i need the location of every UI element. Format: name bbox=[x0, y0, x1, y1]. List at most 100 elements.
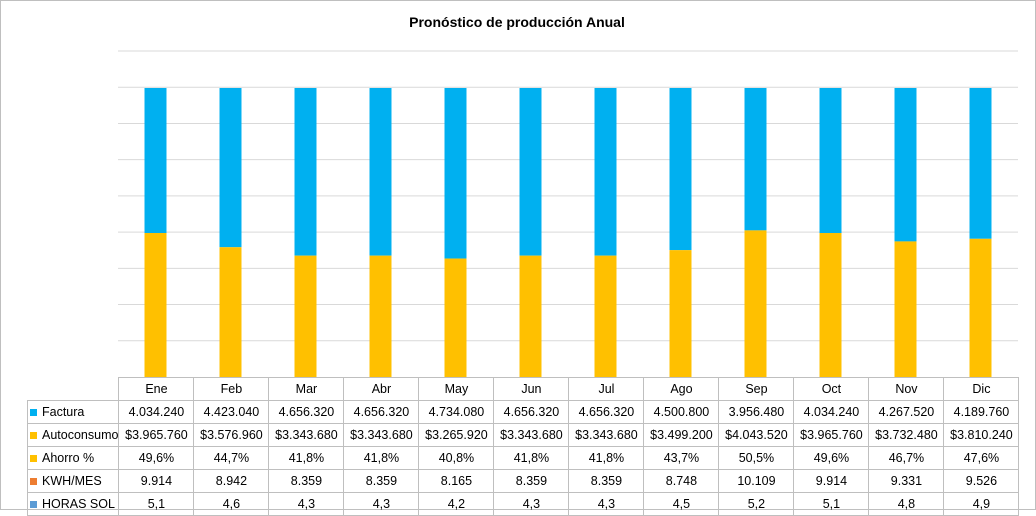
legend-entry: KWH/MES bbox=[26, 469, 120, 493]
data-label: $3.343.680 bbox=[493, 423, 570, 447]
data-label: 4,3 bbox=[493, 492, 570, 516]
bar-factura-jul bbox=[594, 88, 617, 256]
legend-entry: Factura bbox=[26, 400, 120, 424]
data-label: 47,6% bbox=[943, 446, 1020, 470]
category-label: Sep bbox=[718, 377, 795, 401]
category-label: Dic bbox=[943, 377, 1020, 401]
data-label: 4.034.240 bbox=[118, 400, 195, 424]
data-label: 4.189.760 bbox=[943, 400, 1020, 424]
data-label: 9.914 bbox=[793, 469, 870, 493]
data-label: 4.423.040 bbox=[193, 400, 270, 424]
table-row: HORAS SOL 5,1 4,6 4,3 4,3 4,2 4,3 4,3 4,5 5,2 5,1 4… bbox=[26, 492, 1020, 516]
bar-factura-feb bbox=[219, 88, 242, 248]
data-label: 8.165 bbox=[418, 469, 495, 493]
bar-autoconsumo-ene bbox=[144, 233, 167, 377]
bar-factura-sep bbox=[744, 88, 767, 231]
data-label: 10.109 bbox=[718, 469, 795, 493]
category-label: Ago bbox=[643, 377, 720, 401]
bar-autoconsumo-ago bbox=[669, 250, 692, 377]
data-label: 5,1 bbox=[118, 492, 195, 516]
data-label: $3.965.760 bbox=[793, 423, 870, 447]
data-label: 4.656.320 bbox=[568, 400, 645, 424]
data-label: 9.526 bbox=[943, 469, 1020, 493]
legend-swatch bbox=[30, 455, 37, 463]
data-label: 8.942 bbox=[193, 469, 270, 493]
data-label: 4,9 bbox=[943, 492, 1020, 516]
data-label: 5,2 bbox=[718, 492, 795, 516]
bar-factura-jun bbox=[519, 88, 542, 256]
data-label: 5,1 bbox=[793, 492, 870, 516]
data-label: 4,5 bbox=[643, 492, 720, 516]
data-label: 40,8% bbox=[418, 446, 495, 470]
data-label: $3.265.920 bbox=[418, 423, 495, 447]
bar-autoconsumo-nov bbox=[894, 241, 917, 377]
category-label: May bbox=[418, 377, 495, 401]
data-label: 4.034.240 bbox=[793, 400, 870, 424]
bar-autoconsumo-sep bbox=[744, 230, 767, 377]
data-label: 49,6% bbox=[118, 446, 195, 470]
data-label: 9.914 bbox=[118, 469, 195, 493]
data-label: 8.748 bbox=[643, 469, 720, 493]
legend-entry: Ahorro % bbox=[26, 446, 120, 470]
data-label: 4,3 bbox=[343, 492, 420, 516]
data-label: $3.965.760 bbox=[118, 423, 195, 447]
bar-factura-oct bbox=[819, 88, 842, 233]
data-label: $3.343.680 bbox=[568, 423, 645, 447]
table-row: Autoconsumo $3.965.760 $3.576.960 $3.343.68… bbox=[26, 423, 1020, 447]
bar-autoconsumo-dic bbox=[969, 238, 992, 377]
legend-label: Ahorro % bbox=[42, 451, 95, 465]
category-label: Abr bbox=[343, 377, 420, 401]
legend-label: Factura bbox=[42, 405, 85, 419]
data-label: $3.576.960 bbox=[193, 423, 270, 447]
category-label: Ene bbox=[118, 377, 195, 401]
bar-autoconsumo-jul bbox=[594, 255, 617, 377]
bar-factura-mar bbox=[294, 88, 317, 256]
data-label: 41,8% bbox=[493, 446, 570, 470]
category-label: Mar bbox=[268, 377, 345, 401]
category-label: Nov bbox=[868, 377, 945, 401]
data-label: $4.043.520 bbox=[718, 423, 795, 447]
data-label: 4.734.080 bbox=[418, 400, 495, 424]
data-label: 8.359 bbox=[493, 469, 570, 493]
data-label: 4,6 bbox=[193, 492, 270, 516]
legend-label: Autoconsumo bbox=[42, 428, 119, 442]
data-label: 4,8 bbox=[868, 492, 945, 516]
data-label: $3.343.680 bbox=[268, 423, 345, 447]
data-table: Ene Feb Mar Abr May Jun Jul Ago Sep Oct Nov Dic Fact… bbox=[26, 377, 1020, 516]
chart-title: Pronóstico de producción Anual bbox=[409, 14, 625, 30]
table-row: Ahorro % 49,6% 44,7% 41,8% 41,8% 40,8% 41,8% 41… bbox=[26, 446, 1020, 470]
data-label: 4.500.800 bbox=[643, 400, 720, 424]
table-row: Factura 4.034.240 4.423.040 4.656.320 4.656.… bbox=[26, 400, 1020, 424]
data-label: 41,8% bbox=[268, 446, 345, 470]
data-label: 49,6% bbox=[793, 446, 870, 470]
legend-label: KWH/MES bbox=[42, 474, 102, 488]
legend-entry: HORAS SOL bbox=[26, 492, 120, 516]
bar-factura-may bbox=[444, 88, 467, 259]
legend-swatch bbox=[30, 478, 37, 486]
data-label: 4.267.520 bbox=[868, 400, 945, 424]
bar-autoconsumo-abr bbox=[369, 255, 392, 377]
data-label: 46,7% bbox=[868, 446, 945, 470]
bar-factura-ago bbox=[669, 88, 692, 251]
data-label: 41,8% bbox=[568, 446, 645, 470]
category-label: Oct bbox=[793, 377, 870, 401]
data-label: 4,3 bbox=[268, 492, 345, 516]
data-label: 8.359 bbox=[568, 469, 645, 493]
data-label: 8.359 bbox=[343, 469, 420, 493]
legend-entry: Autoconsumo bbox=[26, 423, 120, 447]
data-label: $3.343.680 bbox=[343, 423, 420, 447]
data-label: 4.656.320 bbox=[343, 400, 420, 424]
data-label: 41,8% bbox=[343, 446, 420, 470]
data-label: 8.359 bbox=[268, 469, 345, 493]
bar-factura-ene bbox=[144, 88, 167, 233]
data-label: 43,7% bbox=[643, 446, 720, 470]
data-label: 4,3 bbox=[568, 492, 645, 516]
data-label: 4.656.320 bbox=[268, 400, 345, 424]
bar-autoconsumo-jun bbox=[519, 255, 542, 377]
bar-autoconsumo-may bbox=[444, 258, 467, 377]
bar-autoconsumo-feb bbox=[219, 247, 242, 377]
data-label: 9.331 bbox=[868, 469, 945, 493]
data-label: $3.732.480 bbox=[868, 423, 945, 447]
bar-factura-dic bbox=[969, 88, 992, 239]
